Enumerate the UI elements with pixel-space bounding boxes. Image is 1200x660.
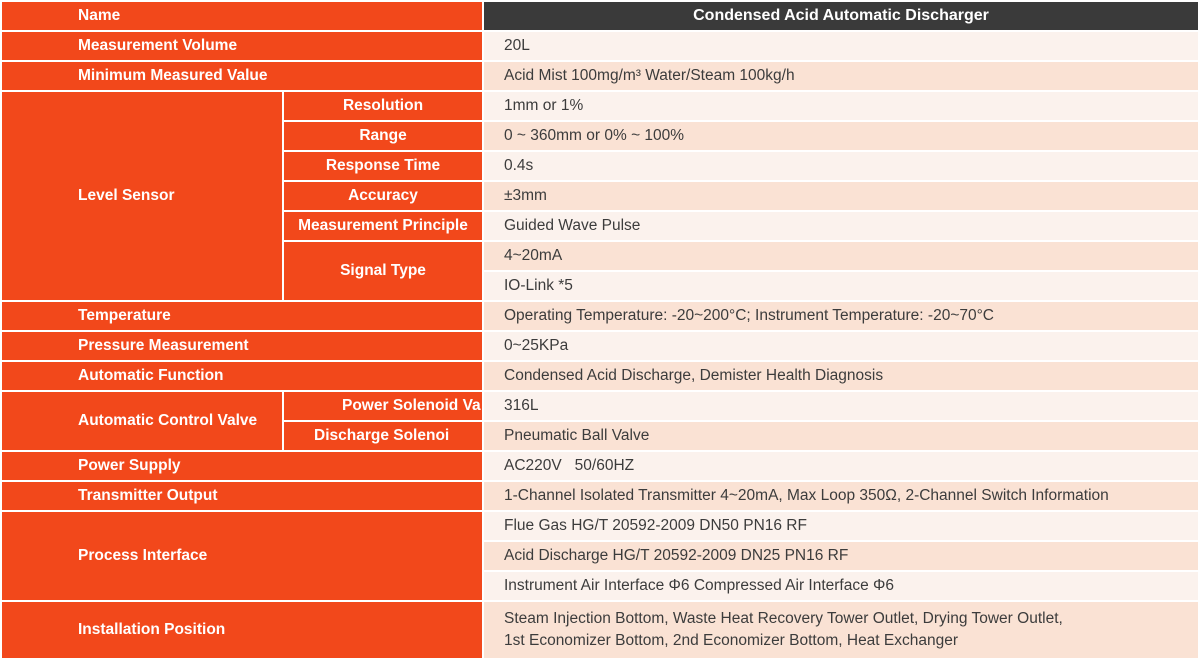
response-time-value: 0.4s: [484, 152, 1198, 180]
temperature-value: Operating Temperature: -20~200°C; Instru…: [484, 302, 1198, 330]
pressure-measurement-value: 0~25KPa: [484, 332, 1198, 360]
signal-type-value-1: 4~20mA: [484, 242, 1198, 270]
row-level-sensor-resolution: Level Sensor Resolution 1mm or 1%: [2, 92, 1198, 300]
range-label: Range: [284, 122, 482, 150]
row-level-sensor-range: Range 0 ~ 360mm or 0% ~ 100%: [2, 122, 1198, 150]
minimum-measured-value-label: Minimum Measured Value: [2, 62, 482, 90]
signal-type-label: Signal Type: [284, 242, 482, 300]
row-power-supply: Power Supply AC220V 50/60HZ: [2, 452, 1198, 480]
row-pressure-measurement: Pressure Measurement 0~25KPa: [2, 332, 1198, 360]
row-process-interface-1: Process Interface Flue Gas HG/T 20592-20…: [2, 512, 1198, 600]
product-title: Condensed Acid Automatic Discharger: [484, 2, 1198, 30]
accuracy-value: ±3mm: [484, 182, 1198, 210]
response-time-label: Response Time: [284, 152, 482, 180]
row-level-sensor-response-time: Response Time 0.4s: [2, 152, 1198, 180]
process-interface-label: Process Interface: [2, 512, 482, 600]
process-interface-value-1: Flue Gas HG/T 20592-2009 DN50 PN16 RF: [484, 512, 1198, 540]
range-value: 0 ~ 360mm or 0% ~ 100%: [484, 122, 1198, 150]
transmitter-output-value: 1-Channel Isolated Transmitter 4~20mA, M…: [484, 482, 1198, 510]
automatic-function-value: Condensed Acid Discharge, Demister Healt…: [484, 362, 1198, 390]
minimum-measured-value-value: Acid Mist 100mg/m³ Water/Steam 100kg/h: [484, 62, 1198, 90]
row-level-sensor-measurement-principle: Measurement Principle Guided Wave Pulse: [2, 212, 1198, 240]
row-signal-type-1: Signal Type 4~20mA: [2, 242, 1198, 300]
row-signal-type-2: IO-Link *5: [2, 272, 1198, 300]
row-measurement-volume: Measurement Volume 20L: [2, 32, 1198, 60]
row-process-interface-3: Instrument Air Interface Φ6 Compressed A…: [2, 572, 1198, 600]
resolution-label: Resolution: [284, 92, 482, 120]
pressure-measurement-label: Pressure Measurement: [2, 332, 482, 360]
discharge-solenoid-valve-value: Pneumatic Ball Valve: [484, 422, 1198, 450]
accuracy-label: Accuracy: [284, 182, 482, 210]
row-minimum-measured-value: Minimum Measured Value Acid Mist 100mg/m…: [2, 62, 1198, 90]
resolution-value: 1mm or 1%: [484, 92, 1198, 120]
automatic-function-label: Automatic Function: [2, 362, 482, 390]
measurement-volume-value: 20L: [484, 32, 1198, 60]
row-power-solenoid-valve: Automatic Control Valve Power Solenoid V…: [2, 392, 1198, 450]
process-interface-value-3: Instrument Air Interface Φ6 Compressed A…: [484, 572, 1198, 600]
name-label: Name: [2, 2, 482, 30]
process-interface-value-2: Acid Discharge HG/T 20592-2009 DN25 PN16…: [484, 542, 1198, 570]
row-temperature: Temperature Operating Temperature: -20~2…: [2, 302, 1198, 330]
row-name: Name Condensed Acid Automatic Discharger: [2, 2, 1198, 30]
installation-position-label: Installation Position: [2, 602, 482, 658]
row-level-sensor-accuracy: Accuracy ±3mm: [2, 182, 1198, 210]
level-sensor-label: Level Sensor: [2, 92, 282, 300]
installation-position-value: Steam Injection Bottom, Waste Heat Recov…: [484, 602, 1198, 658]
temperature-label: Temperature: [2, 302, 482, 330]
discharge-solenoid-valve-label: Discharge Solenoi: [284, 422, 482, 450]
power-supply-value: AC220V 50/60HZ: [484, 452, 1198, 480]
transmitter-output-label: Transmitter Output: [2, 482, 482, 510]
measurement-volume-label: Measurement Volume: [2, 32, 482, 60]
power-solenoid-valve-label: Power Solenoid Va: [284, 392, 482, 420]
measurement-principle-label: Measurement Principle: [284, 212, 482, 240]
row-discharge-solenoid-valve: Discharge Solenoi Pneumatic Ball Valve: [2, 422, 1198, 450]
power-solenoid-valve-value: 316L: [484, 392, 1198, 420]
row-process-interface-2: Acid Discharge HG/T 20592-2009 DN25 PN16…: [2, 542, 1198, 570]
power-supply-label: Power Supply: [2, 452, 482, 480]
automatic-control-valve-label: Automatic Control Valve: [2, 392, 282, 450]
signal-type-value-2: IO-Link *5: [484, 272, 1198, 300]
measurement-principle-value: Guided Wave Pulse: [484, 212, 1198, 240]
row-automatic-function: Automatic Function Condensed Acid Discha…: [2, 362, 1198, 390]
row-installation-position: Installation Position Steam Injection Bo…: [2, 602, 1198, 658]
row-transmitter-output: Transmitter Output 1-Channel Isolated Tr…: [2, 482, 1198, 510]
